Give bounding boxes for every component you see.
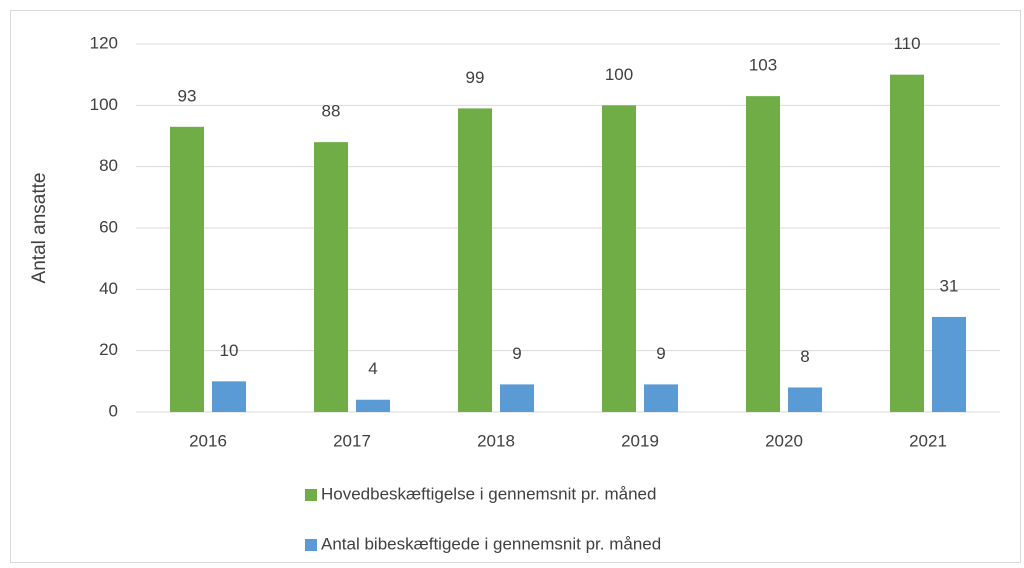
chart-border — [10, 10, 1021, 563]
x-tick-label: 2017 — [333, 431, 371, 450]
value-label: 93 — [178, 86, 197, 105]
legend-label: Hovedbeskæftigelse i gennemsnit pr. måne… — [321, 484, 656, 503]
y-tick-label: 40 — [99, 279, 118, 298]
bar — [746, 96, 780, 412]
value-label: 110 — [893, 34, 920, 53]
x-tick-label: 2019 — [621, 431, 659, 450]
bar — [170, 126, 204, 413]
value-label: 9 — [656, 344, 665, 363]
legend-label: Antal bibeskæftigede i gennemsnit pr. må… — [321, 534, 661, 553]
x-tick-label: 2018 — [477, 431, 515, 450]
y-tick-label: 100 — [90, 95, 118, 114]
y-axis-label: Antal ansatte — [29, 173, 50, 284]
bar — [788, 387, 822, 412]
y-tick-label: 0 — [109, 401, 118, 420]
bar — [602, 105, 636, 412]
value-label: 31 — [940, 276, 959, 295]
value-label: 9 — [512, 344, 521, 363]
x-tick-label: 2021 — [909, 431, 947, 450]
legend-swatch — [305, 489, 317, 501]
y-tick-label: 120 — [90, 33, 118, 52]
value-label: 99 — [466, 68, 485, 87]
x-tick-label: 2016 — [189, 431, 227, 450]
value-label: 10 — [220, 341, 239, 360]
value-label: 88 — [322, 102, 341, 121]
y-tick-label: 60 — [99, 217, 118, 236]
value-label: 4 — [368, 359, 377, 378]
x-tick-label: 2020 — [765, 431, 803, 450]
bar — [458, 108, 492, 413]
value-label: 100 — [605, 65, 633, 84]
y-tick-label: 20 — [99, 340, 118, 359]
bar — [356, 399, 390, 412]
bar — [890, 74, 924, 413]
value-label: 8 — [800, 347, 809, 366]
y-tick-label: 80 — [99, 156, 118, 175]
legend-swatch — [305, 539, 317, 551]
value-label: 103 — [749, 56, 777, 75]
bar — [644, 384, 678, 412]
bar — [932, 316, 966, 412]
bar — [500, 384, 534, 412]
bar — [212, 381, 246, 412]
bar — [314, 142, 348, 412]
